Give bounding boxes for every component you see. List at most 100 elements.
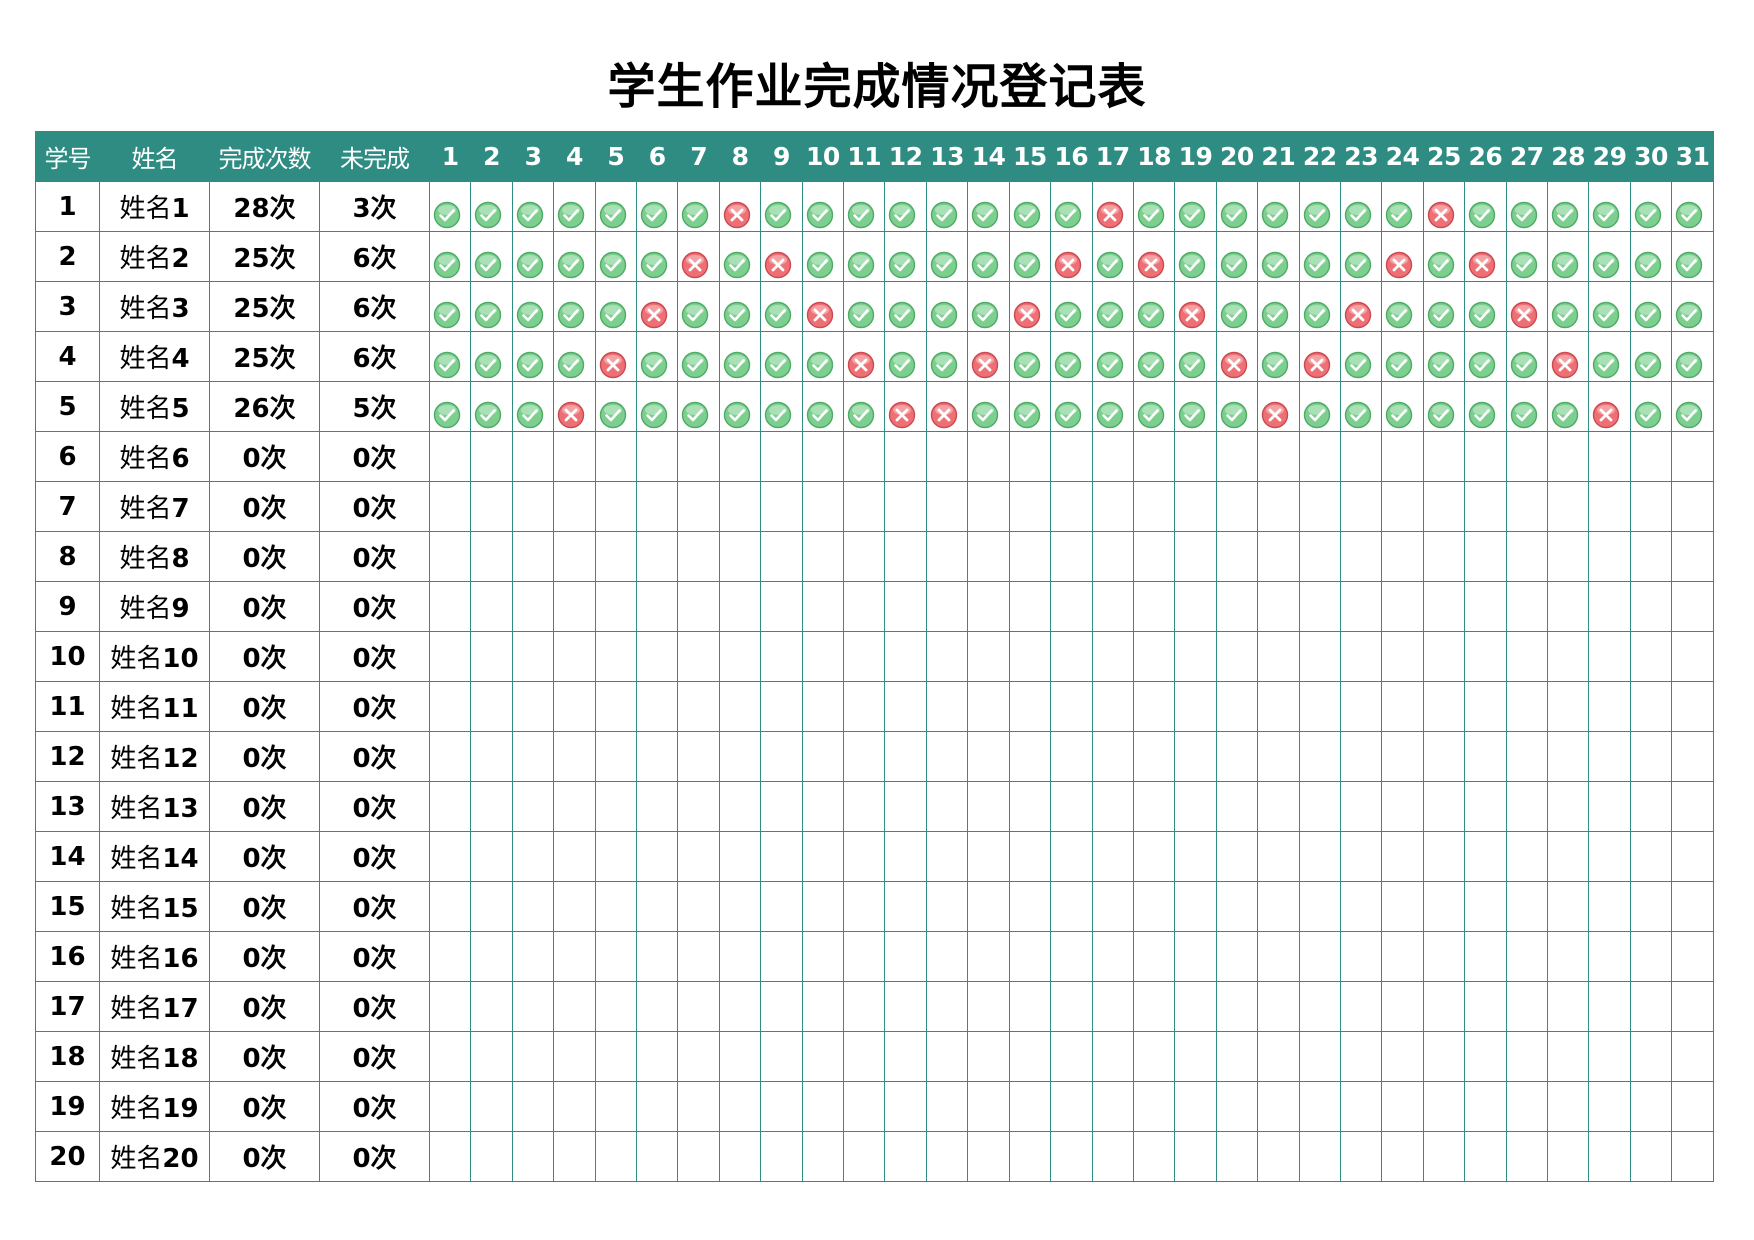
day-cell[interactable] [428, 681, 472, 732]
day-cell[interactable] [1257, 731, 1300, 782]
day-cell[interactable] [553, 231, 596, 282]
day-cell[interactable] [1132, 1081, 1176, 1132]
day-cell[interactable] [636, 481, 679, 532]
day-cell[interactable] [1132, 1131, 1176, 1182]
day-cell[interactable] [1132, 481, 1176, 532]
day-cell[interactable] [1629, 831, 1673, 882]
day-cell[interactable] [1174, 1131, 1217, 1182]
day-cell[interactable] [677, 781, 720, 832]
day-cell[interactable] [1588, 281, 1631, 332]
day-cell[interactable] [1091, 1031, 1134, 1082]
day-cell[interactable] [1546, 731, 1590, 782]
day-cell[interactable] [925, 631, 969, 682]
day-cell[interactable] [428, 931, 472, 982]
day-cell[interactable] [843, 881, 886, 932]
day-cell[interactable] [1339, 1131, 1383, 1182]
day-cell[interactable] [594, 1081, 638, 1132]
day-cell[interactable] [636, 381, 679, 432]
day-cell[interactable] [511, 381, 555, 432]
day-cell[interactable] [1091, 231, 1134, 282]
day-cell[interactable] [553, 1131, 596, 1182]
day-cell[interactable] [1381, 231, 1424, 282]
day-cell[interactable] [718, 631, 762, 682]
day-cell[interactable] [1050, 481, 1093, 532]
day-cell[interactable] [511, 481, 555, 532]
day-cell[interactable] [1546, 781, 1590, 832]
day-cell[interactable] [760, 1131, 803, 1182]
day-cell[interactable] [718, 481, 762, 532]
day-cell[interactable] [428, 781, 472, 832]
day-cell[interactable] [967, 831, 1010, 882]
day-cell[interactable] [884, 781, 927, 832]
day-cell[interactable] [1050, 181, 1093, 232]
day-cell[interactable] [884, 631, 927, 682]
day-cell[interactable] [967, 881, 1010, 932]
day-cell[interactable] [1422, 231, 1466, 282]
day-cell[interactable] [1257, 1131, 1300, 1182]
day-cell[interactable] [1174, 681, 1217, 732]
day-cell[interactable] [801, 231, 845, 282]
day-cell[interactable] [1215, 281, 1259, 332]
day-cell[interactable] [718, 331, 762, 382]
day-cell[interactable] [1381, 831, 1424, 882]
day-cell[interactable] [1381, 681, 1424, 732]
day-cell[interactable] [884, 181, 927, 232]
day-cell[interactable] [1546, 931, 1590, 982]
day-cell[interactable] [636, 331, 679, 382]
day-cell[interactable] [884, 1131, 927, 1182]
day-cell[interactable] [1629, 981, 1673, 1032]
day-cell[interactable] [1671, 1031, 1714, 1082]
day-cell[interactable] [1050, 381, 1093, 432]
day-cell[interactable] [470, 381, 513, 432]
day-cell[interactable] [594, 431, 638, 482]
day-cell[interactable] [1132, 881, 1176, 932]
day-cell[interactable] [1381, 981, 1424, 1032]
day-cell[interactable] [1215, 931, 1259, 982]
day-cell[interactable] [636, 631, 679, 682]
day-cell[interactable] [1215, 1081, 1259, 1132]
day-cell[interactable] [594, 331, 638, 382]
day-cell[interactable] [1174, 181, 1217, 232]
day-cell[interactable] [1588, 731, 1631, 782]
day-cell[interactable] [1132, 1031, 1176, 1082]
day-cell[interactable] [1381, 581, 1424, 632]
day-cell[interactable] [1671, 681, 1714, 732]
day-cell[interactable] [1464, 331, 1507, 382]
day-cell[interactable] [1257, 481, 1300, 532]
day-cell[interactable] [1588, 781, 1631, 832]
day-cell[interactable] [511, 1131, 555, 1182]
day-cell[interactable] [1629, 731, 1673, 782]
day-cell[interactable] [594, 1031, 638, 1082]
day-cell[interactable] [1050, 1131, 1093, 1182]
day-cell[interactable] [1257, 231, 1300, 282]
day-cell[interactable] [677, 1081, 720, 1132]
day-cell[interactable] [1298, 831, 1341, 882]
day-cell[interactable] [967, 331, 1010, 382]
day-cell[interactable] [967, 381, 1010, 432]
day-cell[interactable] [1505, 1031, 1548, 1082]
day-cell[interactable] [925, 881, 969, 932]
day-cell[interactable] [1091, 331, 1134, 382]
day-cell[interactable] [1008, 1031, 1052, 1082]
day-cell[interactable] [967, 631, 1010, 682]
day-cell[interactable] [1132, 931, 1176, 982]
day-cell[interactable] [1671, 931, 1714, 982]
day-cell[interactable] [1298, 981, 1341, 1032]
day-cell[interactable] [1215, 531, 1259, 582]
day-cell[interactable] [1422, 581, 1466, 632]
day-cell[interactable] [1588, 531, 1631, 582]
day-cell[interactable] [1505, 431, 1548, 482]
day-cell[interactable] [1629, 631, 1673, 682]
day-cell[interactable] [470, 731, 513, 782]
day-cell[interactable] [1298, 481, 1341, 532]
day-cell[interactable] [925, 1131, 969, 1182]
day-cell[interactable] [1422, 431, 1466, 482]
day-cell[interactable] [1008, 981, 1052, 1032]
day-cell[interactable] [1008, 931, 1052, 982]
day-cell[interactable] [1132, 781, 1176, 832]
day-cell[interactable] [1298, 531, 1341, 582]
day-cell[interactable] [636, 1031, 679, 1082]
day-cell[interactable] [1091, 581, 1134, 632]
day-cell[interactable] [1422, 681, 1466, 732]
day-cell[interactable] [925, 231, 969, 282]
